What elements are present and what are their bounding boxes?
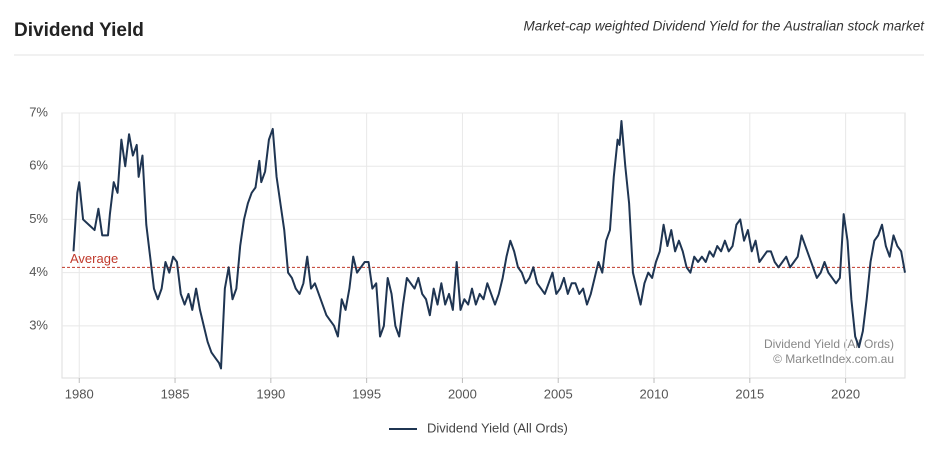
- x-tick-label: 1995: [352, 386, 381, 401]
- y-tick-label: 6%: [29, 158, 48, 173]
- y-tick-label: 7%: [29, 104, 48, 119]
- chart-subtitle: Market-cap weighted Dividend Yield for t…: [524, 19, 926, 34]
- annotation: © MarketIndex.com.au: [773, 352, 894, 366]
- x-tick-label: 2015: [735, 386, 764, 401]
- x-tick-label: 2020: [831, 386, 860, 401]
- y-tick-label: 5%: [29, 211, 48, 226]
- x-tick-label: 1985: [161, 386, 190, 401]
- x-tick-label: 1980: [65, 386, 94, 401]
- legend-label: Dividend Yield (All Ords): [427, 420, 568, 435]
- x-tick-label: 2005: [544, 386, 573, 401]
- average-label: Average: [70, 251, 118, 266]
- y-tick-label: 4%: [29, 264, 48, 279]
- x-tick-label: 2010: [640, 386, 669, 401]
- x-tick-label: 2000: [448, 386, 477, 401]
- y-tick-label: 3%: [29, 317, 48, 332]
- x-tick-label: 1990: [256, 386, 285, 401]
- annotation: Dividend Yield (All Ords): [764, 337, 894, 351]
- data-line: [72, 119, 906, 370]
- chart-title: Dividend Yield: [14, 20, 144, 41]
